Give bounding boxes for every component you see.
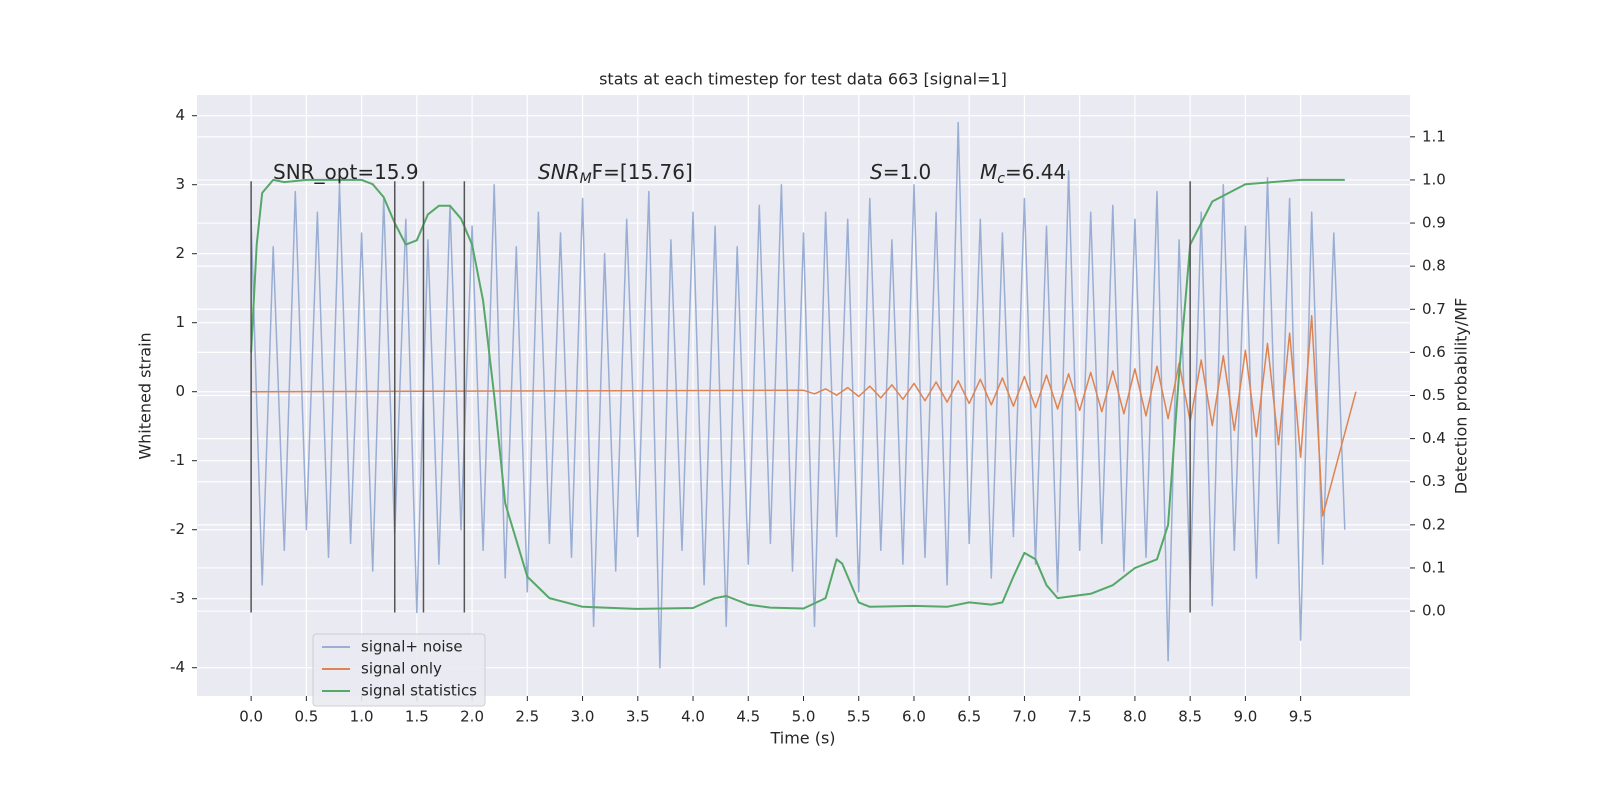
x-tick-label: 3.5 — [626, 708, 650, 726]
x-tick-label: 5.5 — [847, 708, 871, 726]
y-tick-label: -2 — [170, 520, 185, 538]
chart-title: stats at each timestep for test data 663… — [599, 70, 1007, 89]
x-tick-label: 8.0 — [1123, 708, 1147, 726]
x-tick-label: 1.5 — [405, 708, 429, 726]
x-axis-label: Time (s) — [769, 729, 835, 748]
series-line — [250, 178, 1345, 610]
legend-label: signal statistics — [361, 682, 477, 700]
y-tick-label: 2 — [175, 244, 185, 262]
annotation-base: S — [870, 160, 883, 184]
y-tick-label: 1 — [175, 313, 185, 331]
y2-axis-label: Detection probability/MF — [1452, 298, 1471, 495]
y2-tick-label: 0.3 — [1422, 472, 1446, 490]
x-tick-label: 4.5 — [736, 708, 760, 726]
y-tick-label: 4 — [175, 106, 185, 124]
series-line — [251, 315, 1357, 517]
y2-tick-label: 0.8 — [1422, 257, 1446, 275]
x-tick-label: 2.5 — [515, 708, 539, 726]
annotation: Mc=6.44 — [980, 160, 1066, 188]
x-tick-label: 9.0 — [1233, 708, 1257, 726]
y-tick-label: 0 — [175, 382, 185, 400]
annotation-base: SNR — [538, 160, 580, 184]
x-tick-label: 2.0 — [460, 708, 484, 726]
annotation-tail: F=[15.76] — [592, 160, 693, 184]
y-tick-label: -4 — [170, 658, 185, 676]
x-tick-label: 0.0 — [239, 708, 263, 726]
x-tick-label: 0.5 — [294, 708, 318, 726]
y2-tick-label: 0.9 — [1422, 214, 1446, 232]
y-tick-label: 3 — [175, 175, 185, 193]
annotation-sub: M — [580, 171, 592, 187]
annotation-base: SNR_opt=15.9 — [273, 160, 419, 184]
y2-tick-label: 1.1 — [1422, 127, 1446, 145]
annotation-base: M — [980, 160, 997, 184]
legend-label: signal only — [361, 660, 442, 678]
legend-label: signal+ noise — [361, 638, 463, 656]
x-tick-label: 1.0 — [350, 708, 374, 726]
x-tick-label: 7.5 — [1068, 708, 1092, 726]
annotation: SNRMF=[15.76] — [538, 160, 693, 188]
legend-box — [312, 633, 486, 707]
annotation-tail: =6.44 — [1005, 160, 1066, 184]
x-tick-label: 6.5 — [957, 708, 981, 726]
x-tick-label: 3.0 — [571, 708, 595, 726]
y2-tick-label: 0.7 — [1422, 300, 1446, 318]
x-tick-label: 4.0 — [681, 708, 705, 726]
annotation-tail: =1.0 — [883, 160, 932, 184]
y-tick-label: -1 — [170, 451, 185, 469]
annotation: SNR_opt=15.9 — [273, 160, 419, 184]
x-tick-label: 6.0 — [902, 708, 926, 726]
x-tick-label: 9.5 — [1289, 708, 1313, 726]
y-tick-label: -3 — [170, 589, 185, 607]
y2-tick-label: 0.6 — [1422, 343, 1446, 361]
x-tick-label: 7.0 — [1013, 708, 1037, 726]
y2-tick-label: 0.0 — [1422, 602, 1446, 620]
x-tick-label: 5.0 — [792, 708, 816, 726]
y2-tick-label: 1.0 — [1422, 170, 1446, 188]
y-axis-label: Whitened strain — [136, 332, 155, 459]
series-line — [250, 121, 1346, 669]
y2-tick-label: 0.4 — [1422, 429, 1446, 447]
y2-tick-label: 0.2 — [1422, 515, 1446, 533]
annotation-sub: c — [997, 171, 1005, 187]
y2-tick-label: 0.1 — [1422, 558, 1446, 576]
annotation: S=1.0 — [870, 160, 931, 184]
x-tick-label: 8.5 — [1178, 708, 1202, 726]
legend: signal+ noise signal only signal statistic… — [312, 633, 486, 707]
y2-tick-label: 0.5 — [1422, 386, 1446, 404]
